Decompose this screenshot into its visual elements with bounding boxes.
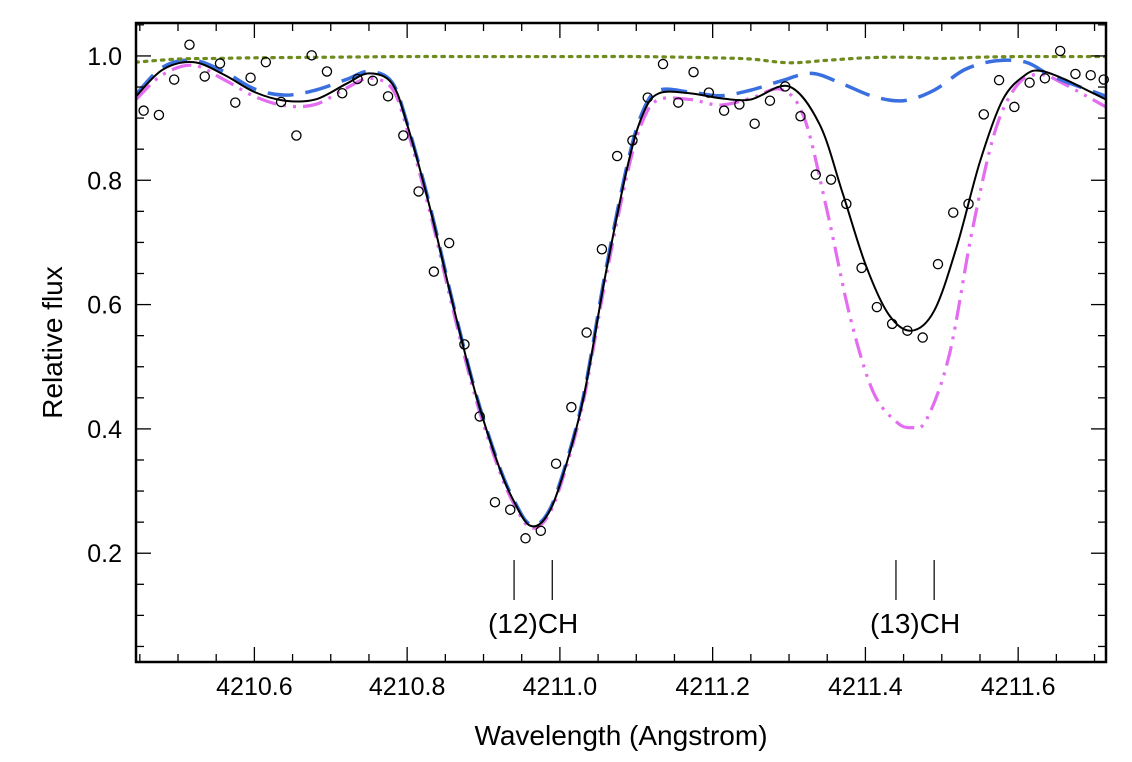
data-point [902, 325, 913, 336]
data-point [917, 332, 928, 343]
data-point [825, 174, 837, 185]
data-point [168, 74, 180, 85]
data-point [1024, 77, 1035, 88]
series-line-dotted [136, 54, 1106, 65]
y-tick-label: 1.0 [87, 43, 122, 71]
data-point [779, 81, 791, 92]
data-point [871, 301, 883, 313]
data-point [718, 105, 730, 116]
y-tick-label: 0.2 [87, 540, 122, 568]
data-point [260, 56, 272, 68]
series-line-solid [136, 61, 1106, 528]
x-tick-label: 4211.2 [675, 673, 750, 701]
y-tick-label: 0.8 [87, 167, 122, 195]
data-point [398, 130, 409, 141]
data-point [489, 496, 501, 508]
series-line-dashed [136, 58, 1106, 527]
tick-labels: 4210.6 4210.8 4211.0 4211.2 4211.4 4211.6 0.2 0… [87, 43, 1055, 701]
data-point [947, 207, 959, 218]
data-point [978, 109, 990, 120]
x-tick-label: 4210.6 [216, 673, 292, 701]
data-point [963, 198, 974, 210]
plot-frame [134, 21, 1108, 664]
x-tick-label: 4211.0 [523, 673, 598, 701]
data-point [627, 135, 638, 146]
data-point [993, 74, 1005, 86]
x-tick-label: 4211.6 [981, 673, 1056, 701]
y-tick-label: 0.4 [87, 416, 122, 444]
data-point [688, 66, 699, 78]
data-point [764, 95, 776, 106]
data-point [657, 58, 669, 70]
data-point [581, 327, 592, 338]
data-point [199, 71, 210, 82]
data-point [138, 105, 149, 116]
data-point [734, 99, 745, 110]
data-point [1054, 45, 1066, 57]
data-point [245, 72, 256, 83]
observed-points [138, 39, 1109, 544]
data-point [1039, 73, 1051, 84]
data-point [505, 504, 516, 515]
data-point [413, 186, 424, 197]
data-point [550, 458, 562, 469]
data-point [428, 266, 440, 277]
data-point [443, 237, 455, 249]
x-tick-label: 4211.4 [828, 673, 903, 701]
data-point [291, 130, 302, 141]
x-axis-title: Wavelength (Angstrom) [474, 720, 767, 751]
data-point [611, 150, 623, 162]
data-point [352, 73, 363, 85]
data-point [673, 97, 684, 108]
data-point [1009, 101, 1020, 113]
data-point [520, 533, 531, 544]
line-annotations: (12)CH (13)CH [488, 560, 960, 639]
data-point [1070, 68, 1081, 80]
data-point [596, 244, 608, 255]
data-point [306, 50, 317, 61]
data-point [214, 58, 226, 69]
data-point [1098, 74, 1109, 85]
series-layer [136, 54, 1106, 530]
data-point [886, 318, 898, 330]
data-point [535, 525, 547, 537]
data-point [153, 109, 165, 121]
data-point [795, 110, 806, 122]
data-point [382, 91, 394, 102]
x-tick-label: 4210.8 [369, 673, 445, 701]
data-point [321, 66, 333, 77]
data-point [749, 118, 760, 129]
data-point [474, 411, 485, 422]
series-line-dash-dot-dot [136, 63, 1106, 530]
data-point [642, 92, 653, 103]
axis-ticks [136, 23, 1106, 662]
annotation-label: (13)CH [870, 608, 960, 639]
data-point [856, 262, 867, 274]
annotation-label: (12)CH [488, 608, 578, 639]
data-point [184, 39, 195, 51]
data-point [275, 96, 287, 108]
y-tick-label: 0.6 [87, 292, 122, 320]
data-point [810, 169, 822, 180]
data-point [932, 258, 944, 270]
data-point [703, 87, 715, 98]
data-point [336, 87, 348, 99]
y-axis-title: Relative flux [37, 266, 68, 419]
data-point [1085, 69, 1096, 81]
data-point [230, 97, 241, 108]
data-point [367, 75, 379, 87]
data-point [459, 339, 470, 350]
data-point [566, 401, 577, 413]
data-point [841, 198, 852, 210]
